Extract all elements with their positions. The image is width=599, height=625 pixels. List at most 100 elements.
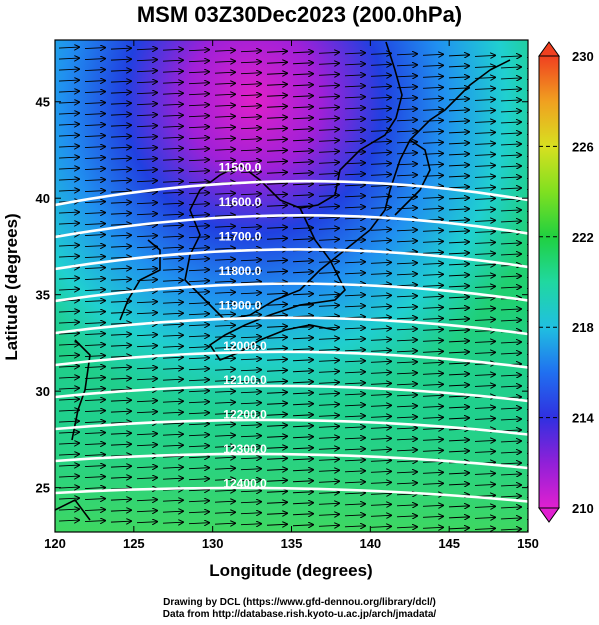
wind-arrow [188, 182, 209, 183]
wind-arrow [240, 172, 261, 173]
wind-arrow [110, 411, 131, 412]
wind-arrow [422, 274, 443, 275]
height-contour-line [55, 350, 528, 369]
wind-arrow [110, 180, 131, 181]
wind-arrow [136, 126, 157, 127]
wind-arrow [136, 467, 157, 468]
wind-arrow [240, 205, 261, 206]
wind-arrow [110, 345, 131, 346]
wind-arrow [162, 236, 183, 237]
wind-arrow [188, 391, 209, 392]
wind-arrow [396, 362, 417, 363]
wind-arrow [188, 446, 209, 447]
wind-arrow [136, 148, 157, 149]
colorbar-tick-label: 218 [572, 320, 594, 335]
wind-arrow [474, 407, 495, 408]
wind-arrow [214, 347, 235, 348]
wind-arrow [266, 381, 287, 382]
wind-arrow [188, 380, 209, 381]
wind-arrow [422, 318, 443, 319]
wind-arrow [136, 82, 157, 83]
wind-arrow [370, 262, 391, 263]
wind-arrow [58, 311, 79, 312]
colorbar-min-triangle [538, 507, 560, 523]
wind-arrow [370, 383, 391, 384]
wind-arrow [214, 193, 235, 194]
wind-arrow [136, 93, 157, 94]
wind-arrow [422, 109, 443, 110]
temperature-field-south [55, 300, 528, 532]
wind-arrow [188, 402, 209, 403]
wind-arrow [474, 66, 495, 67]
y-tick-label: 35 [36, 288, 50, 303]
wind-arrow [474, 286, 495, 287]
wind-arrow [188, 358, 209, 359]
wind-arrow [162, 423, 183, 424]
wind-arrow [344, 273, 365, 274]
wind-arrow [370, 438, 391, 439]
wind-arrow [422, 307, 443, 308]
wind-arrow [318, 184, 339, 185]
wind-arrow [214, 314, 235, 315]
wind-arrow [318, 63, 339, 64]
wind-arrow [188, 270, 209, 271]
wind-arrow [396, 296, 417, 297]
wind-arrow [292, 415, 313, 416]
wind-arrow [422, 329, 443, 330]
wind-arrow [318, 360, 339, 361]
wind-arrow [188, 347, 209, 348]
height-contour-label: 12200.0 [223, 408, 267, 422]
wind-arrow [214, 105, 235, 106]
wind-arrow [396, 318, 417, 319]
height-contour-line [55, 486, 528, 503]
wind-arrow [240, 524, 261, 525]
wind-arrow [344, 438, 365, 439]
wind-arrow [188, 303, 209, 304]
wind-arrow [448, 396, 469, 397]
wind-arrow [370, 394, 391, 395]
wind-arrow [448, 55, 469, 56]
wind-arrow [110, 367, 131, 368]
wind-arrow [136, 379, 157, 380]
wind-arrow [422, 131, 443, 132]
wind-arrow [318, 52, 339, 53]
wind-arrow [448, 253, 469, 254]
wind-arrow [136, 412, 157, 413]
x-tick-label: 130 [202, 536, 224, 551]
wind-arrow [318, 404, 339, 405]
wind-arrow [448, 220, 469, 221]
wind-arrow [318, 349, 339, 350]
wind-arrow [448, 418, 469, 419]
wind-arrow [500, 474, 521, 475]
height-contour-label: 12100.0 [223, 373, 267, 387]
wind-arrow [422, 65, 443, 66]
wind-arrow [240, 337, 261, 338]
wind-arrow [188, 413, 209, 414]
wind-arrow [84, 422, 105, 423]
wind-arrow [396, 450, 417, 451]
wind-arrow [58, 135, 79, 136]
wind-arrow [136, 346, 157, 347]
wind-arrow [84, 191, 105, 192]
wind-arrow [292, 470, 313, 471]
wind-arrow [84, 92, 105, 93]
wind-arrow [188, 127, 209, 128]
wind-arrow [396, 527, 417, 528]
wind-arrow [266, 491, 287, 492]
wind-arrow [84, 400, 105, 401]
wind-arrow [136, 302, 157, 303]
colorbar-tick-label: 214 [572, 411, 594, 426]
wind-arrow [344, 218, 365, 219]
wind-arrow [136, 401, 157, 402]
wind-arrow [318, 514, 339, 515]
wind-arrow [370, 504, 391, 505]
wind-arrow [110, 433, 131, 434]
wind-arrow [318, 217, 339, 218]
wind-arrow [58, 366, 79, 367]
wind-arrow [58, 113, 79, 114]
colorbar-tick-label: 226 [572, 139, 594, 154]
wind-arrow [214, 248, 235, 249]
wind-arrow [84, 136, 105, 137]
wind-arrow [84, 180, 105, 181]
wind-arrow [448, 242, 469, 243]
